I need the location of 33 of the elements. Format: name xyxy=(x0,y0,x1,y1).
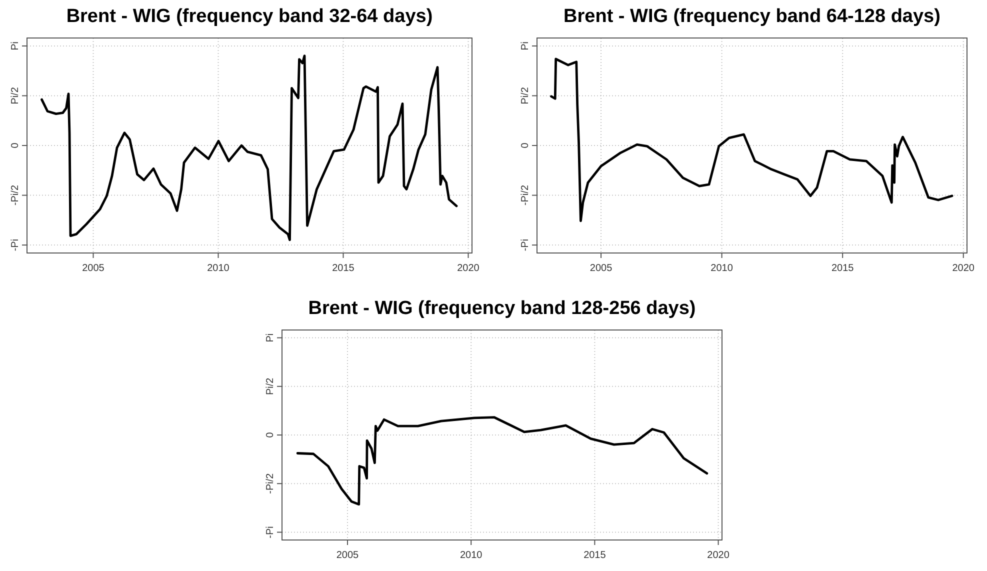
x-tick-label: 2020 xyxy=(457,263,480,274)
x-tick-label: 2005 xyxy=(82,263,105,274)
line-series xyxy=(550,58,954,222)
y-tick-label: Pi xyxy=(10,42,21,50)
y-tick-label: Pi/2 xyxy=(265,377,276,396)
y-tick-label: 0 xyxy=(265,432,276,438)
x-tick-label: 2005 xyxy=(590,263,613,274)
y-tick-label: Pi xyxy=(520,42,531,50)
y-tick-label: Pi xyxy=(265,333,276,342)
y-tick-label: -Pi xyxy=(10,238,21,252)
x-tick-label: 2005 xyxy=(336,550,360,561)
x-tick-label: 2010 xyxy=(207,263,230,274)
chart-title: Brent - WIG (frequency band 128-256 days) xyxy=(308,298,696,319)
x-tick-label: 2020 xyxy=(707,550,730,561)
line-series xyxy=(296,416,708,506)
y-tick-label: -Pi/2 xyxy=(265,472,276,494)
x-tick-label: 2010 xyxy=(460,550,483,561)
x-tick-label: 2010 xyxy=(710,263,734,274)
y-tick-label: -Pi xyxy=(265,526,276,538)
y-tick-label: 0 xyxy=(520,142,531,148)
x-tick-label: 2015 xyxy=(332,263,355,274)
y-tick-label: Pi/2 xyxy=(520,86,531,104)
x-tick-label: 2015 xyxy=(831,263,854,274)
x-tick-label: 2015 xyxy=(584,550,606,561)
y-tick-label: 0 xyxy=(10,142,21,148)
y-tick-label: -Pi/2 xyxy=(10,184,21,206)
chart-title: Brent - WIG (frequency band 64-128 days) xyxy=(564,6,940,27)
y-tick-label: -Pi/2 xyxy=(520,184,531,206)
x-tick-label: 2020 xyxy=(952,263,975,274)
chart-title: Brent - WIG (frequency band 32-64 days) xyxy=(66,6,433,27)
y-tick-label: Pi/2 xyxy=(10,86,21,104)
y-tick-label: -Pi xyxy=(520,238,531,252)
line-series xyxy=(40,54,458,242)
